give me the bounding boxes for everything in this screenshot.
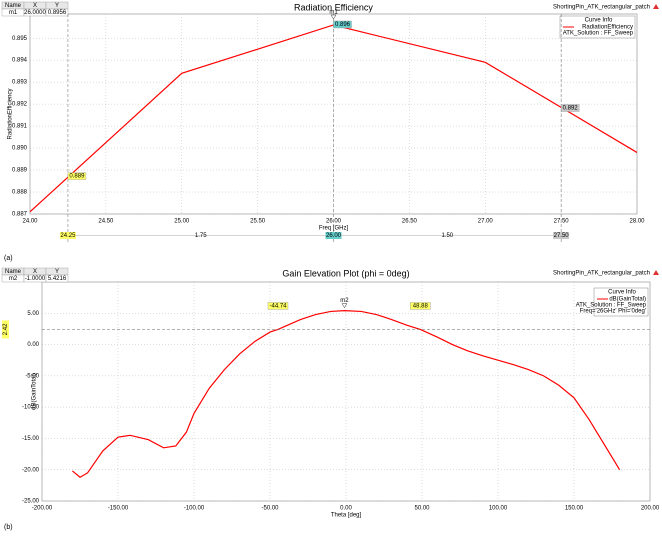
crossing-box	[410, 302, 431, 310]
x-tick-label: 150.00	[565, 506, 584, 512]
table-cell	[45, 274, 69, 283]
y-tick-label: -15.00	[22, 436, 40, 442]
project-icon	[653, 270, 659, 275]
marker-y-box	[333, 20, 352, 29]
x-axis-label: Theta [deg]	[331, 513, 362, 519]
x-tick-label: 28.00	[629, 219, 645, 225]
marker-y-box	[560, 104, 580, 112]
y-tick-label: -10.00	[22, 405, 40, 411]
hline-label: 2.42	[3, 323, 9, 335]
delta-label: 1.75	[195, 233, 207, 239]
table-value: 0.8956	[48, 10, 67, 16]
hline-box	[2, 320, 9, 339]
y-axis-label: dB(GainTotal)	[32, 373, 38, 410]
x-tick-label: 26.00	[326, 219, 342, 225]
x-tick-label: 100.00	[489, 506, 508, 512]
x-tick-label: 24.50	[98, 219, 114, 225]
panel-label: (a)	[4, 255, 13, 262]
y-tick-label: 5.00	[27, 311, 39, 317]
x-tick-label: 0.00	[340, 506, 352, 512]
x-tick-label: -50.00	[261, 506, 279, 512]
table-cell	[45, 8, 69, 17]
y-tick-label: 0.894	[12, 58, 28, 64]
y-tick-label: 0.00	[27, 342, 39, 348]
table-value: 26.0000	[24, 10, 46, 16]
crossing-label: -44.74	[269, 304, 287, 310]
legend	[593, 287, 649, 317]
x-axis-label: Freq [GHz]	[319, 226, 349, 232]
y-tick-label: 0.889	[12, 168, 28, 174]
marker-x-box	[325, 232, 342, 239]
table-header: X	[33, 3, 37, 9]
chart-title: Radiation Efficiency	[294, 2, 373, 12]
table-header: Y	[55, 269, 59, 275]
table-value: m1	[9, 10, 18, 16]
project-icon	[653, 4, 659, 9]
y-tick-label: 0.890	[12, 146, 28, 152]
crossing-label: 48.88	[413, 304, 429, 310]
marker-y-label: 0.896	[335, 22, 351, 28]
y-tick-label: 0.893	[12, 80, 28, 86]
y-tick-label: 0.891	[12, 124, 28, 130]
table-value: 5.4216	[48, 276, 67, 282]
legend-entry: ATK_Solution : FF_Sweep	[576, 303, 647, 309]
x-tick-label: -200.00	[32, 506, 53, 512]
series-line	[72, 310, 621, 478]
marker-triangle	[341, 303, 348, 309]
x-tick-label: 25.50	[250, 219, 266, 225]
x-tick-label: 50.00	[414, 506, 430, 512]
y-tick-label: 0.895	[12, 36, 28, 42]
legend	[559, 15, 636, 39]
x-tick-label: 24.00	[22, 219, 38, 225]
marker-y-label: 0.892	[563, 106, 579, 112]
table-header: Name	[5, 269, 22, 275]
legend-title: Curve Info	[608, 290, 636, 296]
delta-label: 1.50	[441, 233, 453, 239]
y-tick-label: 0.887	[12, 212, 28, 218]
marker-name: m1	[329, 10, 338, 16]
marker-name: m2	[340, 298, 349, 304]
x-tick-label: -150.00	[108, 506, 129, 512]
y-tick-label: -5.00	[25, 373, 39, 379]
table-header: X	[33, 269, 37, 275]
legend-title: Curve Info	[585, 18, 613, 24]
legend-entry: RadiationEfficiency	[582, 25, 633, 31]
x-tick-label: 27.50	[554, 219, 570, 225]
legend-entry: Freq='26GHz' Phi='0deg'	[580, 309, 646, 315]
marker-x-label: 24.25	[60, 233, 76, 239]
y-tick-label: -20.00	[22, 467, 40, 473]
x-tick-label: 26.50	[402, 219, 418, 225]
project-name: ShortingPin_ATK_rectangular_patch	[553, 271, 650, 277]
legend-entry: ATK_Solution : FF_Sweep	[563, 31, 634, 37]
y-axis-label: RadiationEfficiency	[8, 89, 14, 140]
y-tick-label: -25.00	[22, 499, 40, 505]
x-tick-label: -100.00	[184, 506, 205, 512]
x-tick-label: 200.00	[641, 506, 660, 512]
table-header: Name	[5, 3, 22, 9]
y-tick-label: 0.892	[12, 102, 28, 108]
marker-x-box	[59, 232, 76, 239]
table-value: m2	[9, 276, 18, 282]
y-tick-label: 0.888	[12, 190, 28, 196]
x-tick-label: 25.00	[174, 219, 190, 225]
marker-x-label: 26.00	[326, 233, 342, 239]
panel-label: (b)	[4, 524, 13, 531]
crossing-box	[267, 302, 289, 310]
marker-x-box	[553, 232, 570, 239]
x-tick-label: 27.00	[478, 219, 494, 225]
legend-entry: dB(GainTotal)	[609, 297, 646, 303]
marker-y-box	[67, 172, 87, 180]
chart-title: Gain Elevation Plot (phi = 0deg)	[282, 268, 409, 278]
table-value: -1.0000	[25, 276, 46, 282]
marker-triangle	[330, 14, 337, 20]
table-header: Y	[55, 3, 59, 9]
project-name: ShortingPin_ATK_rectangular_patch	[553, 5, 650, 11]
marker-y-label: 0.889	[69, 174, 85, 180]
marker-x-label: 27.50	[554, 233, 570, 239]
